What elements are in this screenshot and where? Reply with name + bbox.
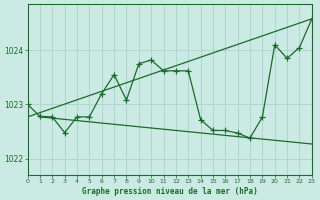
X-axis label: Graphe pression niveau de la mer (hPa): Graphe pression niveau de la mer (hPa) (82, 187, 258, 196)
